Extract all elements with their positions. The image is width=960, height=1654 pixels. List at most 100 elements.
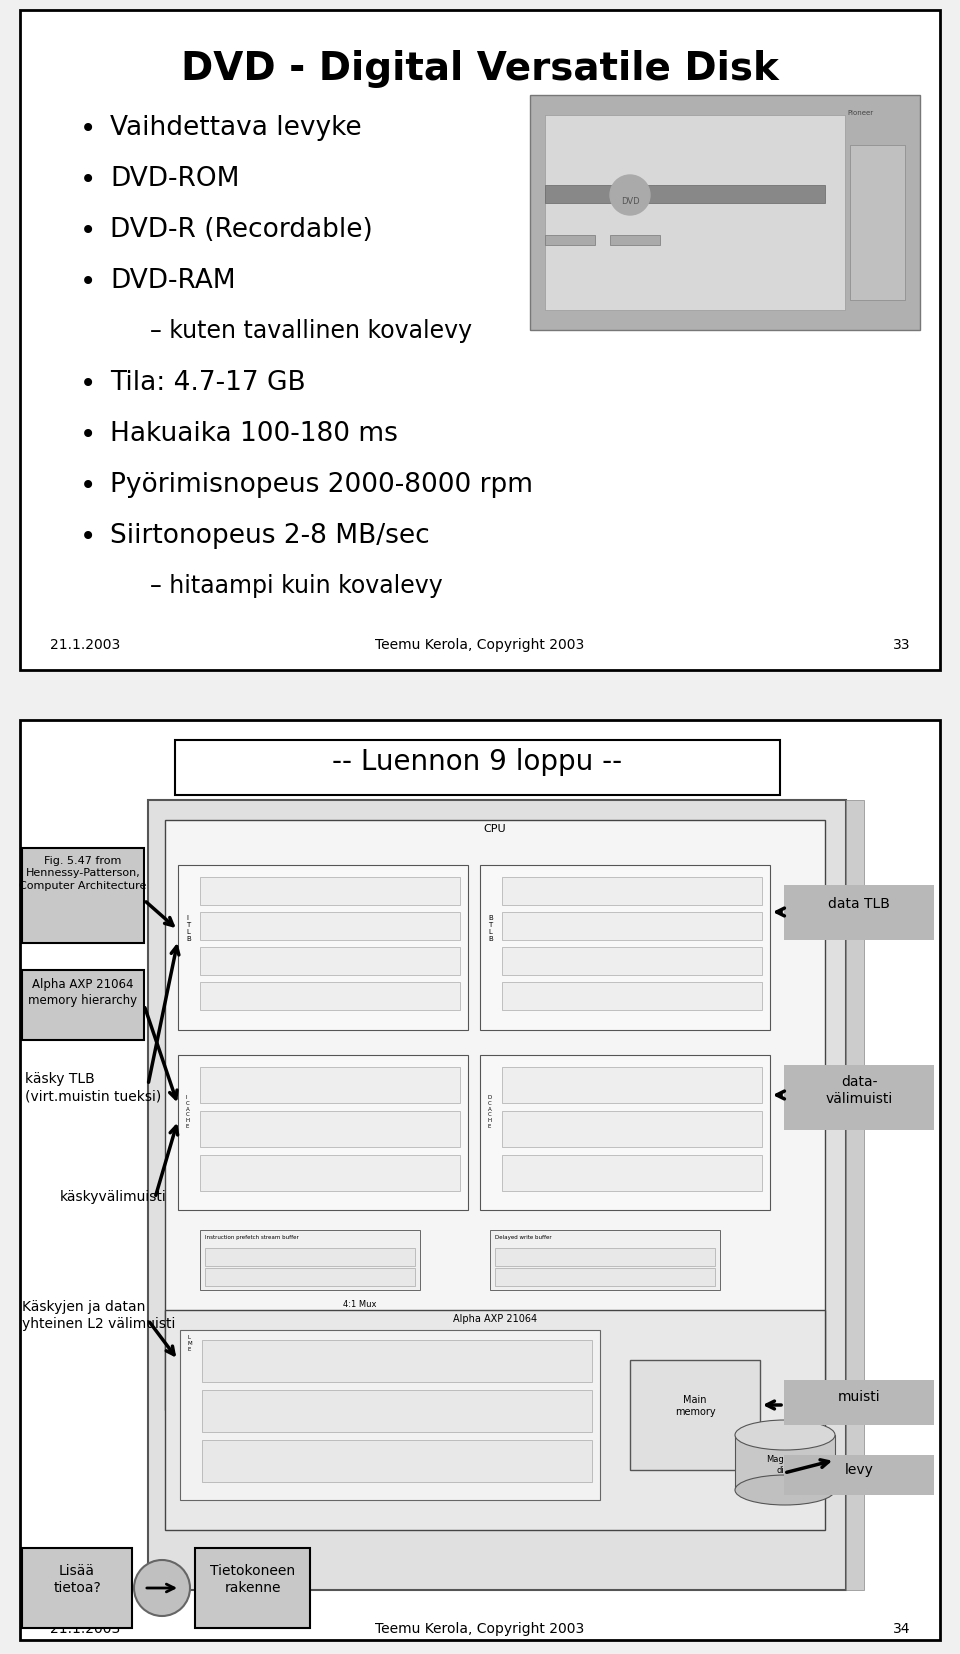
- Text: •: •: [80, 370, 96, 399]
- Bar: [784, 1065, 934, 1130]
- Text: Teemu Kerola, Copyright 2003: Teemu Kerola, Copyright 2003: [375, 638, 585, 652]
- Bar: [20, 10, 940, 670]
- Bar: [180, 1330, 600, 1500]
- Text: Alpha AXP 21064: Alpha AXP 21064: [453, 1313, 537, 1323]
- Text: •: •: [80, 471, 96, 500]
- Bar: [502, 1154, 762, 1191]
- Bar: [480, 865, 770, 1030]
- Text: 33: 33: [893, 638, 910, 652]
- Circle shape: [610, 175, 650, 215]
- Ellipse shape: [735, 1421, 835, 1451]
- Bar: [630, 1360, 760, 1470]
- Text: Fig. 5.47 from
Hennessy-Patterson,
Computer Architecture: Fig. 5.47 from Hennessy-Patterson, Compu…: [19, 857, 147, 892]
- Bar: [545, 185, 825, 203]
- Text: Main
memory: Main memory: [675, 1394, 715, 1417]
- Bar: [502, 911, 762, 939]
- Bar: [502, 1111, 762, 1146]
- Text: – hitaampi kuin kovalevy: – hitaampi kuin kovalevy: [150, 574, 443, 599]
- Bar: [846, 801, 864, 1589]
- Bar: [545, 116, 845, 309]
- Text: Hakuaika 100-180 ms: Hakuaika 100-180 ms: [110, 422, 397, 447]
- Text: Pioneer: Pioneer: [847, 111, 873, 116]
- Text: 21.1.2003: 21.1.2003: [50, 1623, 120, 1636]
- Text: DVD-R (Recordable): DVD-R (Recordable): [110, 217, 372, 243]
- Bar: [490, 1231, 720, 1290]
- Text: DVD-RAM: DVD-RAM: [110, 268, 235, 294]
- Text: Magnetic
disk: Magnetic disk: [766, 1456, 804, 1475]
- Text: Käskyjen ja datan
yhteinen L2 välimuisti: Käskyjen ja datan yhteinen L2 välimuisti: [22, 1300, 176, 1331]
- Bar: [202, 1340, 592, 1383]
- Bar: [175, 739, 780, 796]
- Bar: [22, 849, 144, 943]
- Bar: [495, 1249, 715, 1265]
- Text: Siirtonopeus 2-8 MB/sec: Siirtonopeus 2-8 MB/sec: [110, 523, 430, 549]
- Bar: [165, 820, 825, 1409]
- Bar: [205, 1269, 415, 1287]
- Text: •: •: [80, 523, 96, 551]
- Bar: [22, 969, 144, 1040]
- Bar: [850, 146, 905, 299]
- Bar: [200, 982, 460, 1011]
- Text: DVD: DVD: [621, 197, 639, 207]
- Bar: [178, 865, 468, 1030]
- Bar: [22, 1548, 132, 1628]
- Ellipse shape: [735, 1475, 835, 1505]
- Text: •: •: [80, 165, 96, 194]
- Text: •: •: [80, 116, 96, 142]
- Bar: [735, 1436, 835, 1490]
- Bar: [502, 877, 762, 905]
- Text: •: •: [80, 268, 96, 296]
- Text: CPU: CPU: [484, 824, 506, 834]
- Bar: [784, 1456, 934, 1495]
- Text: •: •: [80, 217, 96, 245]
- Text: Lisää
tietoa?: Lisää tietoa?: [53, 1565, 101, 1596]
- Bar: [545, 235, 595, 245]
- Text: L
M
E: L M E: [188, 1335, 193, 1351]
- Bar: [610, 235, 660, 245]
- Text: D
C
A
C
H
E: D C A C H E: [488, 1095, 492, 1130]
- Text: I
C
A
C
H
E: I C A C H E: [186, 1095, 190, 1130]
- Text: Delayed write buffer: Delayed write buffer: [495, 1236, 552, 1240]
- Text: Teemu Kerola, Copyright 2003: Teemu Kerola, Copyright 2003: [375, 1623, 585, 1636]
- Bar: [178, 1055, 468, 1211]
- Text: Tietokoneen
rakenne: Tietokoneen rakenne: [210, 1565, 295, 1596]
- Text: Vaihdettava levyke: Vaihdettava levyke: [110, 116, 362, 141]
- Text: käsky TLB
(virt.muistin tueksi): käsky TLB (virt.muistin tueksi): [25, 1072, 161, 1103]
- Bar: [195, 1548, 310, 1628]
- Bar: [200, 1231, 420, 1290]
- Text: Pyörimisnopeus 2000-8000 rpm: Pyörimisnopeus 2000-8000 rpm: [110, 471, 533, 498]
- Bar: [495, 1269, 715, 1287]
- Bar: [200, 1067, 460, 1103]
- Text: 4:1 Mux: 4:1 Mux: [344, 1300, 376, 1308]
- Circle shape: [134, 1560, 190, 1616]
- Bar: [502, 1067, 762, 1103]
- Bar: [480, 1055, 770, 1211]
- Text: 34: 34: [893, 1623, 910, 1636]
- Bar: [784, 885, 934, 939]
- Text: B
T
L
B: B T L B: [488, 915, 492, 943]
- Text: Instruction prefetch stream buffer: Instruction prefetch stream buffer: [205, 1236, 299, 1240]
- Text: •: •: [80, 422, 96, 448]
- Text: DVD-ROM: DVD-ROM: [110, 165, 239, 192]
- Bar: [502, 982, 762, 1011]
- Bar: [148, 801, 846, 1589]
- Bar: [200, 948, 460, 974]
- Bar: [205, 1249, 415, 1265]
- Text: 21.1.2003: 21.1.2003: [50, 638, 120, 652]
- Text: käskyvälimuisti: käskyvälimuisti: [60, 1189, 167, 1204]
- Text: Alpha AXP 21064
memory hierarchy: Alpha AXP 21064 memory hierarchy: [29, 978, 137, 1007]
- Text: data-
välimuisti: data- välimuisti: [826, 1075, 893, 1107]
- Text: data TLB: data TLB: [828, 896, 890, 911]
- Text: Tila: 4.7-17 GB: Tila: 4.7-17 GB: [110, 370, 305, 395]
- Bar: [530, 94, 920, 331]
- Bar: [202, 1389, 592, 1432]
- Text: -- Luennon 9 loppu --: -- Luennon 9 loppu --: [332, 748, 623, 776]
- Bar: [200, 1111, 460, 1146]
- Bar: [165, 1310, 825, 1530]
- Bar: [20, 719, 940, 1641]
- Text: – kuten tavallinen kovalevy: – kuten tavallinen kovalevy: [150, 319, 472, 342]
- Bar: [200, 1154, 460, 1191]
- Text: levy: levy: [845, 1464, 874, 1477]
- Bar: [784, 1379, 934, 1426]
- Bar: [502, 948, 762, 974]
